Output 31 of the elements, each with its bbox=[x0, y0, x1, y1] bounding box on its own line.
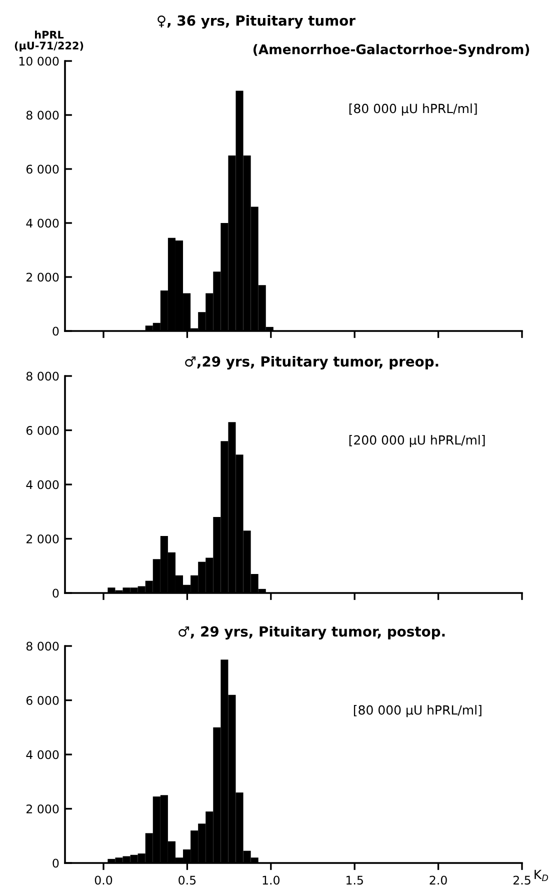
chart-subtitle: (Amenorrhoe-Galactorrhoe-Syndrom) bbox=[254, 44, 530, 57]
x-tick-label: 2.0 bbox=[430, 876, 447, 885]
x-axis-title: K$_{D}$ bbox=[534, 870, 548, 882]
y-tick-label: 4 000 bbox=[26, 218, 59, 228]
y-tick-label: 6 000 bbox=[26, 696, 59, 705]
chart-title: ♂, 29 yrs, Pituitary tumor, postop. bbox=[178, 626, 445, 640]
y-tick-label: 2 000 bbox=[26, 272, 59, 282]
annotation: [80 000 μU hPRL/ml] bbox=[354, 705, 482, 718]
annotation: [200 000 μU hPRL/ml] bbox=[349, 435, 485, 448]
y-tick-label: 8 000 bbox=[26, 372, 59, 381]
y-axis-title: hPRL (μU-71/222) bbox=[14, 30, 84, 52]
x-tick-label: 1.0 bbox=[262, 876, 280, 885]
x-tick-label: 1.5 bbox=[346, 876, 363, 885]
y-tick-label: 0 bbox=[52, 326, 59, 336]
y-tick-label: 4 000 bbox=[26, 480, 59, 490]
y-tick-label: 10 000 bbox=[19, 56, 59, 66]
y-tick-label: 0 bbox=[52, 858, 59, 868]
chart-title: ♂,29 yrs, Pituitary tumor, preop. bbox=[185, 356, 438, 370]
annotation: [80 000 μU hPRL/ml] bbox=[349, 104, 477, 116]
y-tick-label: 6 000 bbox=[26, 426, 59, 435]
x-tick-label: 0.5 bbox=[178, 876, 196, 885]
y-tick-label: 0 bbox=[52, 588, 59, 598]
y-tick-label: 8 000 bbox=[26, 642, 59, 651]
x-tick-label: 0.0 bbox=[94, 876, 112, 885]
y-tick-label: 2 000 bbox=[26, 804, 59, 814]
y-tick-label: 2 000 bbox=[26, 534, 59, 544]
y-tick-label: 6 000 bbox=[26, 164, 59, 174]
x-tick-label: 2.5 bbox=[513, 876, 530, 885]
y-tick-label: 8 000 bbox=[26, 110, 59, 120]
chart-title: ♀, 36 yrs, Pituitary tumor bbox=[158, 15, 356, 29]
y-tick-label: 4 000 bbox=[26, 750, 59, 760]
